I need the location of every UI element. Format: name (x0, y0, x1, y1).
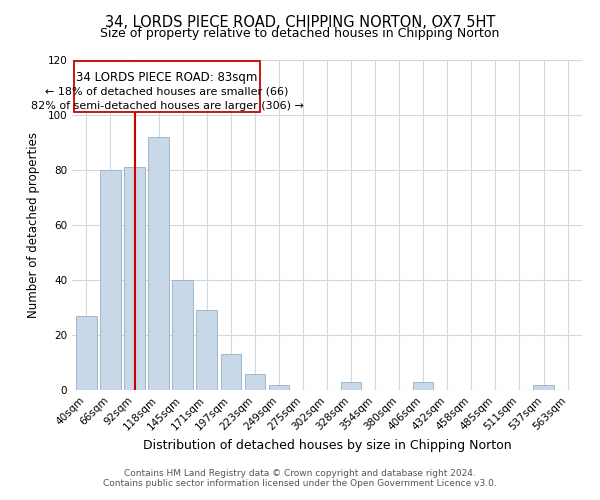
Text: 82% of semi-detached houses are larger (306) →: 82% of semi-detached houses are larger (… (31, 101, 304, 112)
Bar (245, 374, 265, 390)
Bar (533, 384, 554, 390)
Bar (76, 316, 97, 390)
X-axis label: Distribution of detached houses by size in Chipping Norton: Distribution of detached houses by size … (143, 438, 511, 452)
Bar (221, 354, 241, 390)
Y-axis label: Number of detached properties: Number of detached properties (28, 132, 40, 318)
Text: ← 18% of detached houses are smaller (66): ← 18% of detached houses are smaller (66… (46, 86, 289, 96)
Bar (196, 310, 217, 390)
Bar (341, 382, 361, 390)
Bar (172, 280, 193, 390)
Text: Contains HM Land Registry data © Crown copyright and database right 2024.: Contains HM Land Registry data © Crown c… (124, 468, 476, 477)
Bar (100, 170, 121, 390)
Text: 34 LORDS PIECE ROAD: 83sqm: 34 LORDS PIECE ROAD: 83sqm (76, 71, 258, 84)
Bar (124, 167, 145, 390)
Bar (74, 62, 260, 112)
Bar (269, 384, 289, 390)
Text: 34, LORDS PIECE ROAD, CHIPPING NORTON, OX7 5HT: 34, LORDS PIECE ROAD, CHIPPING NORTON, O… (105, 15, 495, 30)
Text: Size of property relative to detached houses in Chipping Norton: Size of property relative to detached ho… (100, 28, 500, 40)
Bar (413, 382, 433, 390)
Bar (148, 137, 169, 390)
Text: Contains public sector information licensed under the Open Government Licence v3: Contains public sector information licen… (103, 478, 497, 488)
